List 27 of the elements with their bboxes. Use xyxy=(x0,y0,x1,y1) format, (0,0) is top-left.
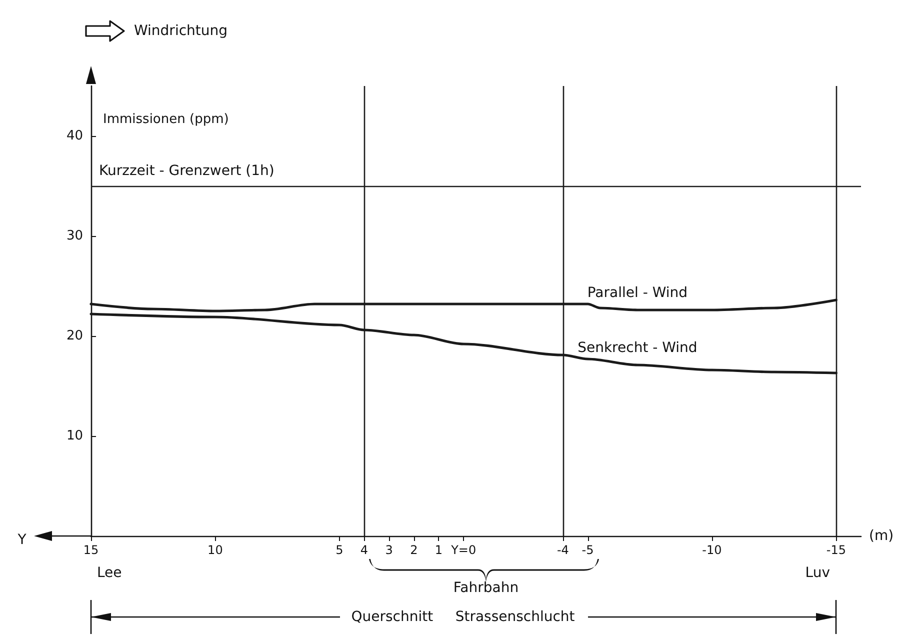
series-label: Senkrecht - Wind xyxy=(578,340,698,356)
x-tick-label: -4 xyxy=(556,543,569,557)
y-tick-label: 20 xyxy=(66,328,83,344)
y-tick-label: 10 xyxy=(66,428,83,444)
text: Fahrbahn xyxy=(453,580,519,596)
text: Lee xyxy=(97,565,122,581)
text: Luv xyxy=(805,565,830,581)
x-tick-label: 1 xyxy=(434,543,443,557)
x-tick-label: -15 xyxy=(826,543,846,557)
x-axis-title: (m) xyxy=(869,528,894,544)
x-tick-label: 15 xyxy=(83,543,99,557)
x-tick-label: 10 xyxy=(208,543,223,557)
y-axis-title: Immissionen (ppm) xyxy=(103,112,229,127)
text: Windrichtung xyxy=(134,23,228,39)
y-tick-label: 30 xyxy=(66,228,83,244)
x-tick-label: -10 xyxy=(702,543,722,557)
x-tick-label: Y=0 xyxy=(450,543,476,557)
y-tick-label: 40 xyxy=(66,128,83,144)
series-label: Parallel - Wind xyxy=(587,285,688,301)
ref-line-label: Kurzzeit - Grenzwert (1h) xyxy=(99,163,274,179)
x-tick-label: 2 xyxy=(410,543,418,557)
x-tick-label: 3 xyxy=(385,543,393,557)
x-tick-label: 5 xyxy=(336,543,344,557)
x-tick-label: 4 xyxy=(360,543,368,557)
x-tick-label: -5 xyxy=(582,543,594,557)
text: Y xyxy=(16,532,27,548)
text: Querschnitt Strassenschlucht xyxy=(351,609,576,625)
